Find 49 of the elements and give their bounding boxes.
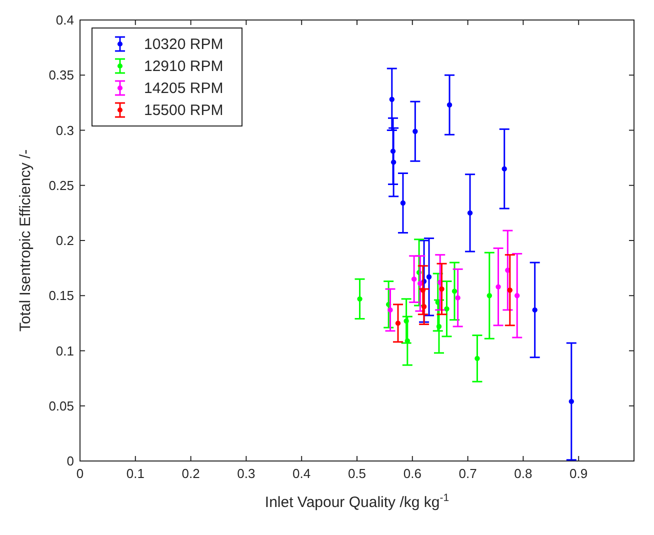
point [412, 128, 418, 134]
x-tick-label: 0 [76, 466, 84, 481]
x-tick-label: 0.7 [458, 466, 477, 481]
y-axis-title: Total Isentropic Efficiency /- [17, 149, 34, 332]
point [388, 307, 393, 313]
x-axis-title: Inlet Vapour Quality /kg kg$^{-1}$ [264, 492, 450, 511]
y-tick-label: 0.4 [56, 12, 74, 28]
point [486, 293, 492, 298]
x-tick-label: 0.5 [348, 466, 366, 481]
point [514, 293, 520, 298]
point [389, 96, 394, 102]
y-tick-label: 0.1 [56, 343, 74, 358]
x-tick-label: 0.3 [237, 466, 256, 481]
x-tick-label: 0.4 [292, 466, 311, 481]
x-tick-label: 0.9 [570, 466, 588, 481]
point [532, 307, 538, 313]
point [390, 160, 396, 165]
point [502, 166, 507, 172]
x-tick-label: 0.6 [403, 466, 422, 481]
point [421, 304, 427, 310]
legend-label: 14205 RPM [144, 80, 224, 97]
point [400, 200, 406, 206]
point [455, 295, 460, 300]
point [446, 102, 452, 108]
y-tick-label: 0.05 [48, 398, 74, 414]
point [395, 320, 401, 326]
y-tick-label: 0.25 [48, 178, 74, 193]
point [474, 356, 480, 362]
x-tick-label: 0.2 [182, 466, 200, 481]
legend-label: 15500 RPM [144, 102, 224, 119]
point [357, 296, 362, 302]
y-tick-label: 0.2 [56, 233, 74, 248]
point [507, 288, 513, 293]
y-tick-label: 0 [66, 454, 74, 468]
point [411, 276, 417, 282]
point [467, 210, 473, 216]
y-tick-label: 0.35 [48, 68, 74, 83]
legend-label: 12910 RPM [144, 58, 224, 75]
point [439, 286, 444, 292]
point [496, 284, 501, 290]
legend-label: 10320 RPM [144, 36, 224, 53]
x-tick-label: 0.8 [514, 466, 532, 481]
point [426, 274, 432, 280]
point [452, 288, 458, 294]
x-tick-label: 0.1 [126, 466, 144, 481]
y-tick-label: 0.15 [48, 288, 74, 304]
point [444, 306, 450, 312]
point [568, 398, 574, 404]
y-tick-label: 0.3 [56, 122, 74, 138]
